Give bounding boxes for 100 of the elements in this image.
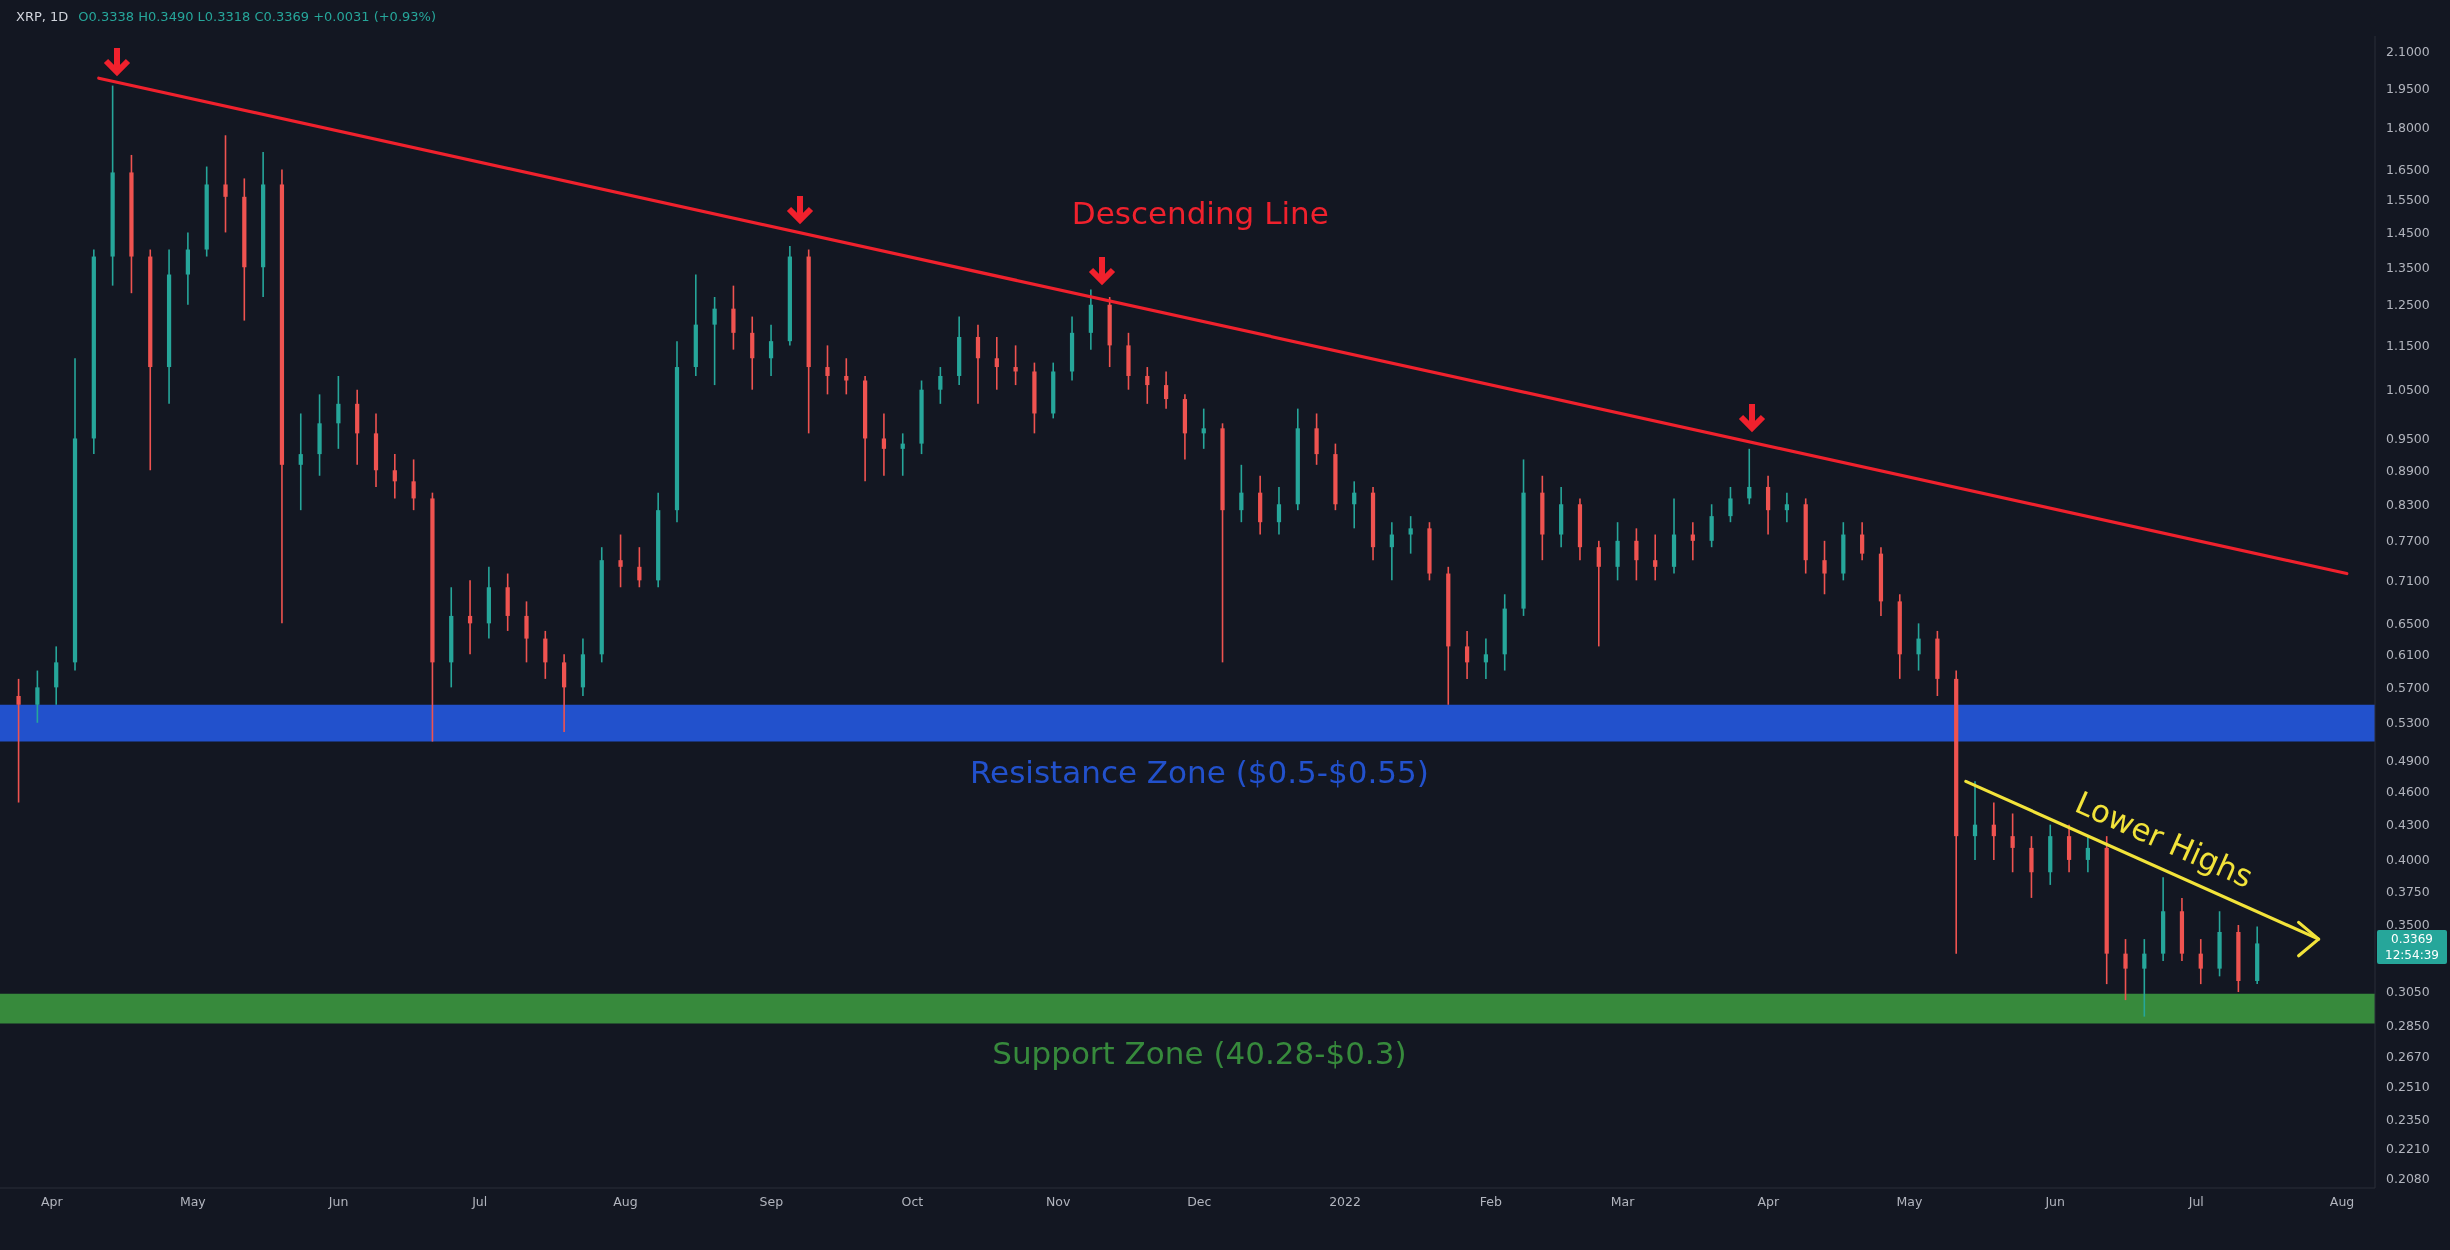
y-tick-label: 1.9500 bbox=[2386, 80, 2430, 96]
y-tick-label: 0.8300 bbox=[2386, 496, 2430, 512]
y-tick-label: 0.6500 bbox=[2386, 615, 2430, 631]
candlestick bbox=[1145, 366, 1150, 405]
candlestick bbox=[938, 366, 943, 405]
x-tick-label: Jul bbox=[471, 1193, 488, 1209]
y-tick-label: 0.5700 bbox=[2386, 679, 2430, 695]
candlestick bbox=[1747, 448, 1752, 506]
candlestick bbox=[411, 458, 416, 511]
x-tick-label: Aug bbox=[613, 1193, 638, 1209]
y-tick-label: 1.4500 bbox=[2386, 224, 2430, 240]
x-tick-label: Feb bbox=[1479, 1193, 1502, 1209]
y-tick-label: 0.2850 bbox=[2386, 1017, 2430, 1033]
candlestick bbox=[825, 344, 830, 396]
x-tick-label: Jul bbox=[2187, 1193, 2204, 1209]
x-tick-label: Jun bbox=[327, 1193, 349, 1209]
y-tick-label: 1.5500 bbox=[2386, 192, 2430, 208]
y-tick-label: 0.2670 bbox=[2386, 1049, 2430, 1065]
y-tick-label: 0.4600 bbox=[2386, 784, 2430, 800]
candlestick bbox=[1860, 521, 1865, 561]
candlestick bbox=[994, 336, 999, 391]
candlestick bbox=[2010, 812, 2015, 874]
y-tick-label: 1.0500 bbox=[2386, 382, 2430, 398]
candlestick bbox=[298, 412, 303, 511]
candlestick bbox=[223, 134, 228, 234]
candlestick bbox=[1822, 540, 1827, 596]
candlestick bbox=[1276, 486, 1282, 536]
candlestick bbox=[1464, 630, 1470, 680]
x-tick-label: 2022 bbox=[1329, 1193, 1361, 1209]
candlestick bbox=[1728, 486, 1733, 523]
candlestick bbox=[1483, 637, 1489, 680]
candlestick bbox=[844, 357, 849, 396]
candlestick bbox=[543, 630, 548, 680]
candlestick bbox=[16, 678, 21, 804]
x-tick-label: Aug bbox=[2329, 1193, 2355, 1209]
y-tick-label: 0.3050 bbox=[2386, 984, 2430, 1000]
candlestick bbox=[1784, 491, 1790, 523]
candlestick bbox=[1916, 622, 1921, 672]
y-tick-label: 0.7100 bbox=[2386, 572, 2430, 588]
y-tick-label: 0.4000 bbox=[2386, 852, 2430, 868]
candlestick bbox=[35, 669, 40, 724]
x-tick-label: Nov bbox=[1045, 1193, 1071, 1209]
candlestick bbox=[336, 375, 341, 450]
y-tick-label: 1.6500 bbox=[2386, 161, 2430, 177]
candlestick bbox=[1013, 344, 1018, 386]
candlestick bbox=[1765, 474, 1771, 536]
candlestick bbox=[975, 323, 981, 405]
candlestick bbox=[637, 546, 642, 589]
x-tick-label: May bbox=[1896, 1193, 1923, 1209]
candlestick bbox=[467, 579, 473, 656]
candlestick bbox=[2123, 938, 2128, 1001]
candlestick bbox=[618, 533, 623, 589]
y-tick-label: 1.3500 bbox=[2386, 259, 2430, 275]
x-tick-label: Dec bbox=[1187, 1193, 1212, 1209]
candlestick bbox=[900, 432, 905, 477]
chart-subtitle: O0.3338 H0.3490 L0.3318 C0.3369 +0.0031 (+0.93%) bbox=[78, 9, 436, 24]
x-tick-label: Mar bbox=[1610, 1193, 1636, 1209]
y-tick-label: 0.6100 bbox=[2386, 646, 2430, 662]
candlestick bbox=[2066, 823, 2072, 874]
candlestick bbox=[1163, 370, 1169, 410]
candlestick bbox=[1239, 464, 1244, 523]
x-tick-label: Jun bbox=[2044, 1193, 2065, 1209]
candlestick bbox=[1596, 540, 1601, 648]
candlestick bbox=[712, 296, 717, 386]
candlestick bbox=[1653, 533, 1658, 582]
chart-title: XRP, 1D bbox=[16, 9, 69, 24]
band-label: Resistance Zone ($0.5-$0.55) bbox=[969, 753, 1429, 790]
y-tick-label: 1.8000 bbox=[2386, 119, 2430, 135]
series-label: Descending Line bbox=[1071, 194, 1329, 231]
candlestick bbox=[1991, 801, 1996, 861]
x-tick-label: Apr bbox=[1757, 1193, 1780, 1209]
y-tick-label: 1.1500 bbox=[2386, 337, 2430, 353]
y-tick-label: 0.4900 bbox=[2386, 753, 2430, 769]
candlestick bbox=[1408, 515, 1413, 555]
candlestick bbox=[2198, 938, 2203, 985]
y-tick-label: 0.2210 bbox=[2386, 1141, 2430, 1157]
y-tick-label: 2.1000 bbox=[2386, 44, 2430, 60]
candlestick bbox=[524, 600, 529, 664]
y-tick-label: 0.3750 bbox=[2386, 883, 2430, 899]
candlestick bbox=[881, 412, 887, 477]
candlestick bbox=[1352, 480, 1357, 530]
y-tick-label: 0.4300 bbox=[2386, 817, 2430, 833]
y-tick-label: 0.2080 bbox=[2386, 1170, 2430, 1186]
x-tick-label: Oct bbox=[901, 1193, 924, 1209]
candlestick bbox=[1634, 527, 1639, 582]
text: 0.3369 12:54:39 bbox=[2377, 930, 2447, 965]
candlestick bbox=[1972, 780, 1978, 861]
y-tick-label: 0.7700 bbox=[2386, 533, 2430, 549]
candlestick bbox=[768, 323, 774, 377]
candlestick bbox=[392, 453, 397, 500]
y-tick-label: 0.2350 bbox=[2386, 1111, 2430, 1127]
candlestick bbox=[2142, 938, 2147, 1018]
y-tick-label: 1.2500 bbox=[2386, 297, 2430, 313]
y-tick-label: 0.5300 bbox=[2386, 715, 2430, 731]
candlestick bbox=[1201, 407, 1206, 450]
y-tick-label: 0.8900 bbox=[2386, 462, 2430, 478]
y-tick-label: 0.2510 bbox=[2386, 1079, 2430, 1095]
x-tick-label: May bbox=[179, 1193, 207, 1209]
band-label: Support Zone (40.28-$0.3) bbox=[992, 1035, 1407, 1072]
y-tick-label: 0.9500 bbox=[2386, 430, 2430, 446]
